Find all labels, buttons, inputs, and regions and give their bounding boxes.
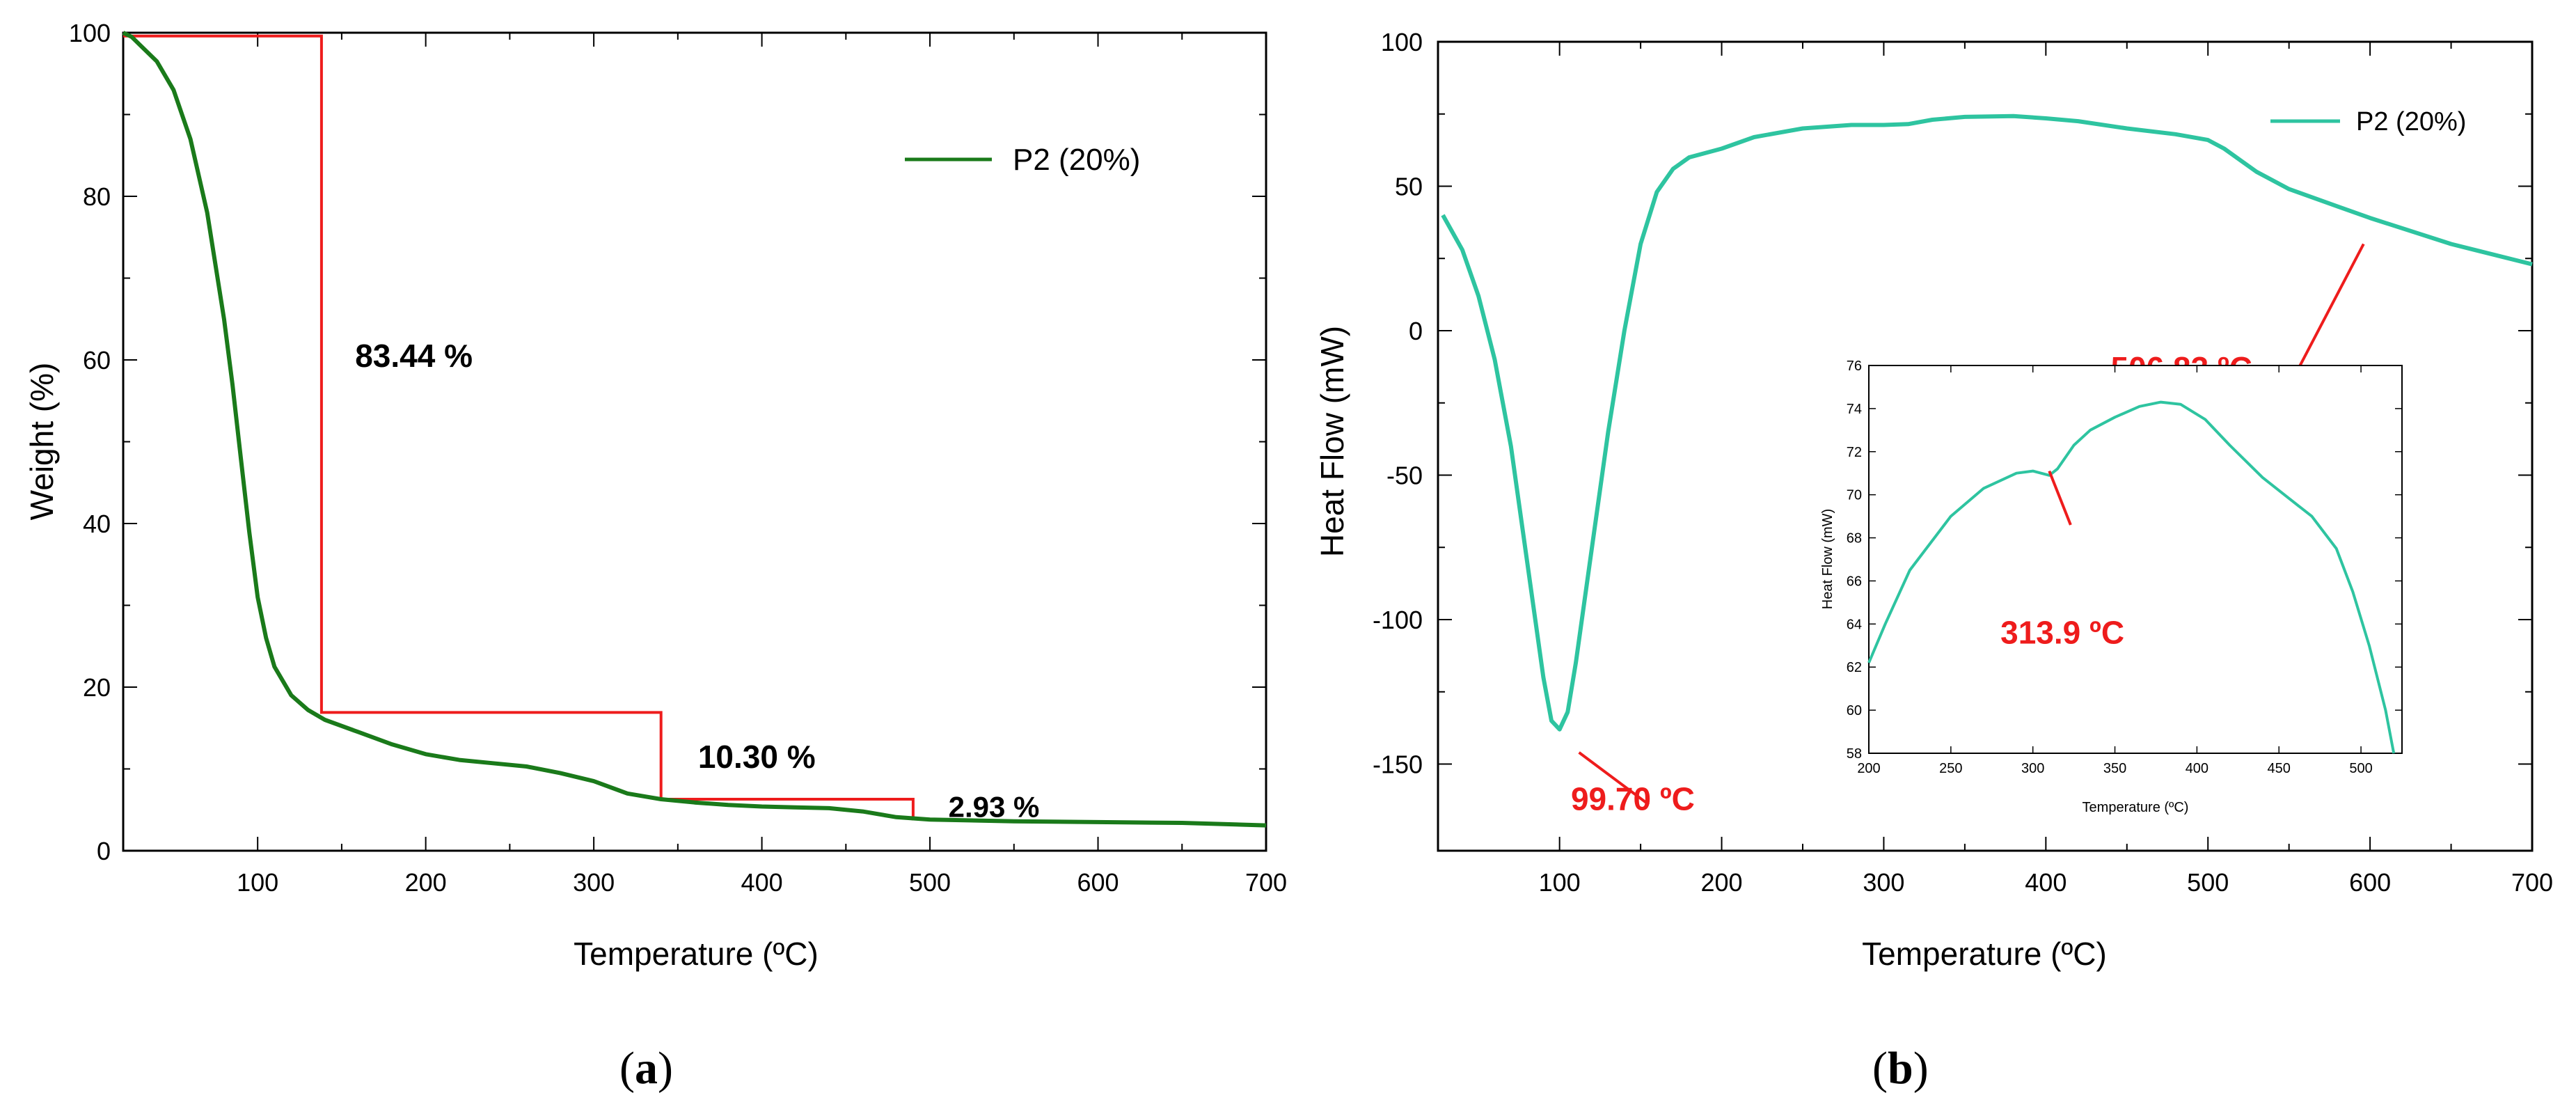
- y-tick-label: 0: [97, 837, 111, 865]
- y-tick-label: 60: [83, 346, 111, 375]
- inset-peak-label: 313.9 ºC: [2000, 470, 2124, 651]
- chart-panel-b: 100 200 300 400 500 600 700 -150 -100 -50 0 50 100 …: [1314, 28, 2553, 1094]
- inset-annotation-pointer: [2048, 470, 2072, 526]
- x-tick-label: 600: [1077, 868, 1119, 897]
- legend-label-a: P2 (20%): [1013, 143, 1140, 177]
- inset-heat-flow-curve: [1867, 400, 2396, 754]
- x-tick-label: 300: [2021, 761, 2044, 776]
- x-tick-label: 100: [237, 868, 278, 897]
- y-axis-title-a: Weight (%): [24, 363, 60, 521]
- x-tick-label: 700: [2511, 868, 2553, 897]
- x-tick-label: 100: [1539, 868, 1581, 897]
- x-tick-labels-a: 100 200 300 400 500 600 700: [237, 868, 1287, 897]
- x-tick-label: 250: [1939, 761, 1962, 776]
- y-tick-label: 68: [1847, 531, 1862, 546]
- peak-temperature-label: 99.70 ºC: [1571, 780, 1695, 817]
- y-tick-label: -50: [1386, 462, 1423, 490]
- x-tick-label: 500: [2349, 761, 2372, 776]
- step-percent-label: 10.30 %: [698, 739, 816, 775]
- x-tick-label: 200: [405, 868, 447, 897]
- x-tick-label: 300: [573, 868, 615, 897]
- x-tick-label: 200: [1701, 868, 1743, 897]
- tick-marks-a: [123, 32, 1267, 851]
- annotation-pointer: [1578, 751, 1650, 806]
- y-tick-label: -150: [1373, 750, 1423, 779]
- y-tick-label: 50: [1395, 173, 1423, 201]
- y-tick-label: 100: [69, 19, 111, 47]
- inset-frame: [1868, 365, 2403, 754]
- y-axis-title-b: Heat Flow (mW): [1314, 326, 1350, 557]
- y-tick-label: 72: [1847, 445, 1862, 460]
- y-tick-label: 0: [1409, 317, 1423, 345]
- panel-label-a: (a): [619, 1043, 673, 1094]
- x-tick-labels-b: 100 200 300 400 500 600 700: [1539, 868, 2553, 897]
- y-tick-label: 62: [1847, 660, 1862, 675]
- x-axis-title-b: Temperature (ºC): [1862, 936, 2107, 972]
- x-tick-label: 400: [2186, 761, 2208, 776]
- inset-chart: 200 250 300 350 400 450 500 58 60 62 64 66 68 70 72 74…: [1820, 359, 2403, 815]
- inset-y-tick-labels: 58 60 62 64 66 68 70 72 74 76: [1847, 359, 1862, 762]
- y-tick-label: 66: [1847, 574, 1862, 589]
- y-tick-label: 70: [1847, 488, 1862, 503]
- inset-x-axis-title: Temperature (ºC): [2083, 800, 2189, 815]
- y-tick-label: 100: [1381, 28, 1423, 56]
- y-tick-labels-b: -150 -100 -50 0 50 100: [1373, 28, 1423, 779]
- x-tick-label: 700: [1245, 868, 1287, 897]
- y-tick-labels-a: 0 20 40 60 80 100: [69, 19, 111, 865]
- legend-label-b: P2 (20%): [2356, 107, 2466, 136]
- step-lines-a: [123, 34, 915, 821]
- x-tick-label: 450: [2268, 761, 2291, 776]
- y-tick-label: -100: [1373, 606, 1423, 634]
- y-tick-label: 20: [83, 673, 111, 702]
- step-percent-labels: 83.44 % 10.30 % 2.93 %: [355, 338, 1039, 823]
- step-percent-label: 83.44 %: [355, 338, 473, 374]
- y-tick-label: 58: [1847, 746, 1862, 762]
- weight-curve-p2: [122, 31, 1267, 828]
- annotation-pointer: [2296, 243, 2365, 372]
- x-tick-label: 350: [2103, 761, 2126, 776]
- x-tick-label: 300: [1863, 868, 1904, 897]
- heat-flow-curve-p2: [1441, 113, 2533, 732]
- x-axis-title-a: Temperature (ºC): [574, 936, 819, 972]
- x-tick-label: 400: [741, 868, 783, 897]
- y-tick-label: 80: [83, 182, 111, 211]
- y-tick-label: 40: [83, 510, 111, 538]
- inset-peak-label: 313.9 ºC: [2000, 615, 2124, 651]
- tick-marks-b: [1438, 41, 2533, 851]
- y-tick-label: 74: [1847, 402, 1862, 417]
- x-tick-label: 600: [2349, 868, 2391, 897]
- chart-panel-a: 100 200 300 400 500 600 700 0 20 40 60 80 100 83.44…: [24, 19, 1287, 1094]
- step-percent-label: 2.93 %: [949, 790, 1040, 823]
- inset-y-axis-title: Heat Flow (mW): [1820, 509, 1835, 609]
- x-tick-label: 400: [2025, 868, 2067, 897]
- y-tick-label: 64: [1847, 617, 1862, 632]
- x-tick-label: 200: [1857, 761, 1880, 776]
- panel-label-b: (b): [1872, 1043, 1929, 1094]
- inset-tick-marks: [1868, 365, 2402, 754]
- y-tick-label: 76: [1847, 359, 1862, 374]
- y-tick-label: 60: [1847, 703, 1862, 718]
- x-tick-label: 500: [2187, 868, 2229, 897]
- inset-x-tick-labels: 200 250 300 350 400 450 500: [1857, 761, 2372, 776]
- x-tick-label: 500: [909, 868, 951, 897]
